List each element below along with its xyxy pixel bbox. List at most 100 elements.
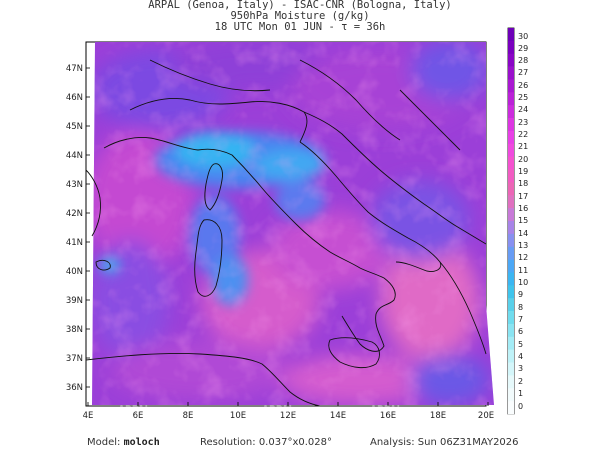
axis-ticks	[86, 67, 489, 406]
colorbar-swatch	[508, 336, 514, 350]
colorbar-label: 2	[518, 377, 523, 386]
colorbar-swatch	[508, 53, 514, 67]
coast-ligurian-france	[103, 137, 199, 151]
colorbar-label: 25	[518, 93, 528, 102]
coast-corsica	[204, 163, 223, 211]
lat-label: 41N	[66, 238, 83, 248]
colorbar-label: 6	[518, 327, 523, 336]
colorbar-swatch	[508, 221, 514, 235]
analysis-value: Sun 06Z31MAY2026	[417, 437, 519, 448]
colorbar-swatch	[508, 92, 514, 106]
lat-label: 39N	[66, 296, 83, 306]
colorbar-swatch	[508, 195, 514, 209]
border-inland	[149, 59, 271, 92]
coast-north-africa	[85, 353, 321, 407]
lat-label: 43N	[66, 180, 83, 190]
colorbar-swatch	[508, 311, 514, 325]
coastlines	[85, 59, 487, 407]
colorbar-swatch	[508, 272, 514, 286]
lon-label: 16E	[380, 411, 396, 421]
colorbar-label: 10	[518, 278, 528, 287]
colorbar-label: 27	[518, 68, 528, 77]
lat-label: 40N	[66, 267, 83, 277]
colorbar-swatch	[508, 156, 514, 170]
watermark-text: ARPAL	[262, 405, 295, 415]
watermarks: ARPAL ARPAL ARPAL	[118, 405, 403, 415]
colorbar-swatch	[508, 233, 514, 248]
header-line-2-field: 950hPa Moisture (g/kg)	[230, 10, 370, 22]
colorbar-label: 24	[518, 105, 528, 114]
colorbar-label: 15	[518, 216, 528, 225]
longitude-labels: 4E 6E 8E 10E 12E 14E 16E 18E 20E	[83, 411, 494, 421]
colorbar-swatch	[508, 401, 514, 415]
colorbar-swatch	[508, 259, 514, 273]
colorbar-swatches	[508, 28, 514, 415]
header-line-3-time: 18 UTC Mon 01 JUN - τ = 36h	[214, 21, 386, 33]
coast-balkans	[303, 111, 487, 245]
lat-label: 42N	[66, 209, 83, 219]
lat-label: 36N	[66, 383, 83, 393]
lon-label: 10E	[230, 411, 246, 421]
colorbar-swatch	[508, 169, 514, 183]
latitude-labels: 47N 46N 45N 44N 43N 42N 41N 40N 39N 38N …	[66, 64, 83, 393]
colorbar-label: 3	[518, 364, 523, 373]
colorbar-label: 14	[518, 229, 528, 238]
colorbar-swatch	[508, 130, 514, 145]
lon-label: 4E	[83, 411, 94, 421]
coast-italy-west	[197, 148, 396, 352]
colorbar-label: 12	[518, 253, 528, 262]
lon-label: 6E	[133, 411, 144, 421]
colorbar-label: 30	[518, 32, 528, 41]
colorbar-label: 29	[518, 44, 528, 53]
colorbar-label: 13	[518, 241, 528, 250]
colorbar-swatch	[508, 208, 514, 222]
lat-label: 44N	[66, 151, 83, 161]
colorbar-label: 18	[518, 179, 528, 188]
colorbar-label: 19	[518, 167, 528, 176]
colorbar-label: 22	[518, 130, 528, 139]
lat-label: 37N	[66, 354, 83, 364]
colorbar-swatch	[508, 388, 514, 402]
colorbar-swatch	[508, 143, 514, 157]
colorbar-swatch	[508, 28, 514, 42]
colorbar-label: 0	[518, 402, 523, 411]
colorbar-label: 5	[518, 340, 523, 349]
colorbar-label: 9	[518, 290, 523, 299]
lat-label: 38N	[66, 325, 83, 335]
analysis-label: Analysis:	[370, 437, 415, 448]
coast-greece	[439, 261, 487, 355]
colorbar-label: 23	[518, 118, 528, 127]
colorbar: 30 29 28 27 26 25 24 23 22 21 20 19 18 1…	[507, 27, 528, 415]
border-alps	[129, 98, 308, 143]
colorbar-label: 8	[518, 303, 523, 312]
footer-analysis: Analysis: Sun 06Z31MAY2026	[370, 437, 519, 448]
model-label: Model:	[87, 437, 121, 448]
colorbar-swatch	[508, 40, 514, 55]
colorbar-swatch	[508, 285, 514, 299]
resolution-label: Resolution:	[200, 437, 256, 448]
colorbar-label: 28	[518, 56, 528, 65]
lat-label: 45N	[66, 122, 83, 132]
colorbar-swatch	[508, 105, 514, 119]
lon-label: 8E	[183, 411, 194, 421]
lat-label: 46N	[66, 93, 83, 103]
model-value: moloch	[123, 437, 160, 448]
lon-label: 20E	[478, 411, 494, 421]
colorbar-swatch	[508, 246, 514, 260]
colorbar-swatch	[508, 362, 514, 376]
colorbar-label: 7	[518, 315, 523, 324]
coast-sicily	[328, 337, 380, 369]
coast-baleares	[95, 259, 111, 271]
colorbar-label: 21	[518, 142, 528, 151]
colorbar-swatch	[508, 298, 514, 312]
coast-spain	[85, 169, 101, 237]
colorbar-label: 1	[518, 389, 523, 398]
colorbar-label: 20	[518, 155, 528, 164]
lon-label: 18E	[430, 411, 446, 421]
border-inland	[299, 59, 401, 141]
colorbar-swatch	[508, 323, 514, 338]
lat-label: 47N	[66, 64, 83, 74]
colorbar-label: 16	[518, 204, 528, 213]
colorbar-swatch	[508, 349, 514, 363]
